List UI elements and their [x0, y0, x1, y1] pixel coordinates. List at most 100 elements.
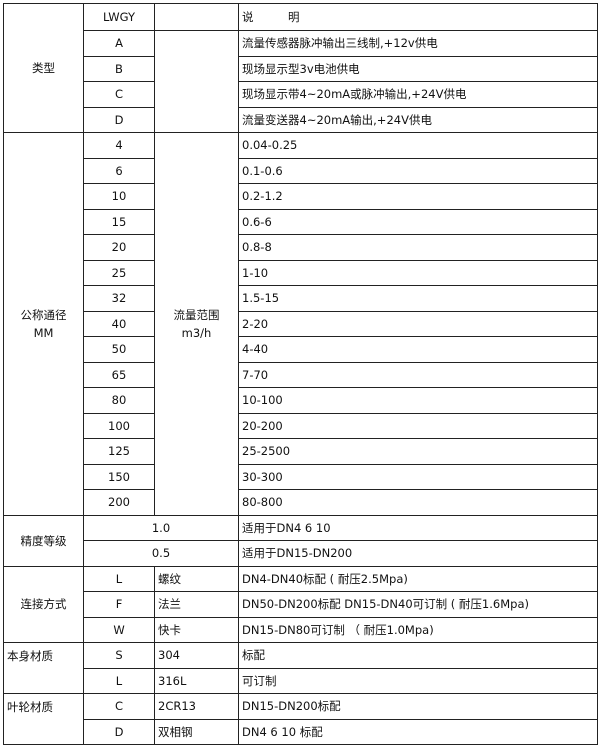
diameter-value: 32: [83, 285, 155, 312]
flow-range-value: 10-100: [238, 387, 598, 414]
diameter-value: 20: [83, 234, 155, 261]
impeller-material-description: DN4 6 10 标配: [238, 718, 598, 745]
impeller-material-name: 2CR13: [154, 693, 239, 720]
impeller-material-row: 叶轮材质 C 2CR13 DN15-DN200标配: [3, 693, 598, 745]
flow-range-value: 30-300: [238, 463, 598, 490]
connection-row: F 法兰 DN50-DN200标配 DN15-DN40可订制 ( 耐压1.6Mpa): [4, 591, 598, 618]
model-header: LWGY: [83, 3, 155, 31]
flow-range-value: 0.04-0.25: [238, 132, 598, 159]
type-row: B 现场显示型3v电池供电: [4, 55, 598, 82]
body-material-code: L: [83, 667, 155, 694]
flow-range-value: 1-10: [238, 259, 598, 286]
diameter-row: 200 80-800: [4, 489, 598, 516]
diameter-value: 25: [83, 259, 155, 286]
diameter-value: 40: [83, 310, 155, 337]
diameter-row: 150 30-300: [4, 463, 598, 490]
connection-row: W 快卡 DN15-DN80可订制 （ 耐压1.0Mpa): [4, 616, 598, 643]
type-row: D 流量变送器4~20mA输出,+24V供电: [4, 106, 598, 133]
flow-range-value: 0.2-1.2: [238, 183, 598, 210]
diameter-row: 15 0.6-6: [4, 208, 598, 235]
connection-description: DN4-DN40标配 ( 耐压2.5Mpa): [238, 565, 598, 592]
type-description: 现场显示带4~20mA或脉冲输出,+24V供电: [238, 81, 598, 108]
empty-cell: [154, 3, 239, 31]
diameter-row: 32 1.5-15: [4, 285, 598, 312]
header-row: 类型 LWGY 说 明: [3, 3, 598, 133]
diameter-row: 100 20-200: [4, 412, 598, 439]
diameter-row: 125 25-2500: [4, 438, 598, 465]
diameter-label-text: 公称通径: [20, 307, 67, 322]
impeller-material-description: DN15-DN200标配: [238, 693, 598, 720]
connection-name: 法兰: [154, 591, 239, 618]
diameter-row: 80 10-100: [4, 387, 598, 414]
flow-range-label: 流量范围 m3/h: [154, 132, 239, 516]
diameter-value: 125: [83, 438, 155, 465]
flow-range-value: 0.8-8: [238, 234, 598, 261]
flow-range-value: 20-200: [238, 412, 598, 439]
connection-name: 快卡: [154, 616, 239, 643]
diameter-value: 10: [83, 183, 155, 210]
accuracy-row: 精度等级 1.0 适用于DN4 6 10: [3, 514, 598, 567]
accuracy-description: 适用于DN15-DN200: [238, 540, 598, 567]
body-material-name: 304: [154, 642, 239, 669]
body-material-name: 316L: [154, 667, 239, 694]
flow-range-value: 0.6-6: [238, 208, 598, 235]
flow-range-value: 4-40: [238, 336, 598, 363]
impeller-material-code: C: [83, 693, 155, 720]
diameter-row: 20 0.8-8: [4, 234, 598, 261]
diameter-row: 40 2-20: [4, 310, 598, 337]
connection-description: DN15-DN80可订制 （ 耐压1.0Mpa): [238, 616, 598, 643]
type-row: A 流量传感器脉冲输出三线制,+12v供电: [4, 30, 598, 133]
connection-code: W: [83, 616, 155, 643]
type-code: B: [83, 55, 155, 82]
empty-cell: [154, 30, 239, 133]
type-row: C 现场显示带4~20mA或脉冲输出,+24V供电: [4, 81, 598, 108]
type-description: 现场显示型3v电池供电: [238, 55, 598, 82]
body-material-label: 本身材质: [3, 642, 84, 694]
connection-description: DN50-DN200标配 DN15-DN40可订制 ( 耐压1.6Mpa): [238, 591, 598, 618]
type-description: 流量传感器脉冲输出三线制,+12v供电: [238, 30, 598, 57]
diameter-value: 80: [83, 387, 155, 414]
accuracy-label: 精度等级: [3, 514, 84, 567]
diameter-row: 6 0.1-0.6: [4, 157, 598, 184]
diameter-row: 25 1-10: [4, 259, 598, 286]
flow-range-value: 1.5-15: [238, 285, 598, 312]
diameter-row: 50 4-40: [4, 336, 598, 363]
diameter-value: 15: [83, 208, 155, 235]
type-code: C: [83, 81, 155, 108]
connection-code: L: [83, 565, 155, 592]
accuracy-grade: 1.0: [83, 514, 239, 541]
diameter-label: 公称通径 MM: [3, 132, 84, 516]
flow-range-value: 25-2500: [238, 438, 598, 465]
diameter-value: 6: [83, 157, 155, 184]
connection-row: 连接方式 L 螺纹 DN4-DN40标配 ( 耐压2.5Mpa): [3, 565, 598, 643]
accuracy-grade: 0.5: [83, 540, 239, 567]
type-description: 流量变送器4~20mA输出,+24V供电: [238, 106, 598, 133]
accuracy-description: 适用于DN4 6 10: [238, 514, 598, 541]
diameter-value: 100: [83, 412, 155, 439]
body-material-row: 本身材质 S 304 标配: [3, 642, 598, 694]
diameter-value: 50: [83, 336, 155, 363]
diameter-row: 65 7-70: [4, 361, 598, 388]
type-code: D: [83, 106, 155, 133]
diameter-unit: MM: [33, 325, 54, 340]
diameter-value: 4: [83, 132, 155, 159]
flow-range-unit: m3/h: [181, 325, 212, 340]
flow-range-value: 80-800: [238, 489, 598, 516]
type-label: 类型: [3, 3, 84, 133]
diameter-value: 65: [83, 361, 155, 388]
connection-label: 连接方式: [3, 565, 84, 643]
flow-range-value: 0.1-0.6: [238, 157, 598, 184]
connection-name: 螺纹: [154, 565, 239, 592]
body-material-row: L 316L 可订制: [4, 667, 598, 694]
impeller-material-row: D 双相钢 DN4 6 10 标配: [4, 718, 598, 745]
description-header: 说 明: [238, 3, 598, 31]
diameter-value: 200: [83, 489, 155, 516]
impeller-material-name: 双相钢: [154, 718, 239, 745]
body-material-code: S: [83, 642, 155, 669]
type-code: A: [83, 30, 155, 57]
diameter-row: 公称通径 MM 4 流量范围 m3/h 0.04-0.25: [3, 132, 598, 516]
spec-table: 类型 LWGY 说 明 A 流量传感器脉冲输出三线制,+12v供电 B 现场显示型3v…: [3, 3, 598, 745]
impeller-material-code: D: [83, 718, 155, 745]
accuracy-row: 0.5 适用于DN15-DN200: [4, 540, 598, 567]
flow-range-value: 7-70: [238, 361, 598, 388]
